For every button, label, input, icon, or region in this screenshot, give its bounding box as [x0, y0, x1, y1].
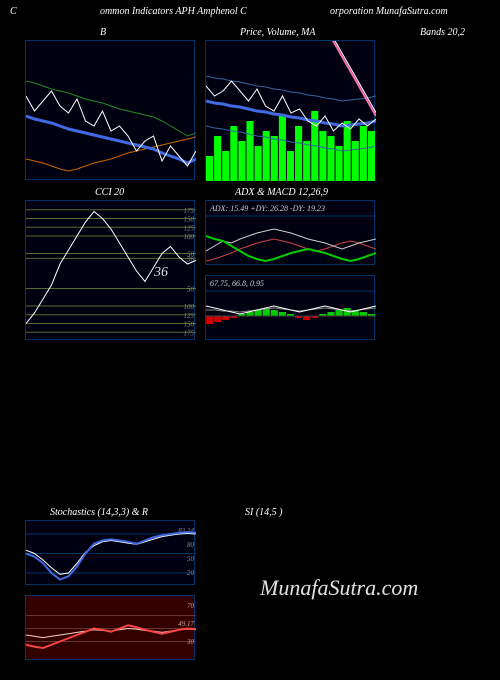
chart-adx: ADX: 15.49 +DY: 26.28 -DY: 19.23 — [205, 200, 375, 265]
svg-text:50: 50 — [187, 286, 195, 294]
svg-text:20: 20 — [187, 569, 195, 577]
title-topleft: B — [100, 27, 106, 38]
svg-text:50: 50 — [187, 555, 195, 563]
svg-text:49.17: 49.17 — [178, 620, 194, 628]
svg-text:150: 150 — [184, 321, 195, 329]
svg-text:67.75, 66.8, 0.95: 67.75, 66.8, 0.95 — [210, 279, 264, 288]
svg-text:125: 125 — [184, 312, 195, 320]
svg-text:175: 175 — [184, 207, 195, 215]
svg-text:150: 150 — [184, 216, 195, 224]
chart-stochastics: 83.24805020 — [25, 520, 195, 585]
title-cci: CCI 20 — [95, 187, 124, 198]
title-adx: ADX & MACD 12,26,9 — [235, 187, 328, 198]
svg-text:30: 30 — [186, 638, 195, 646]
svg-text:100: 100 — [184, 303, 195, 311]
chart-price-volume — [205, 40, 375, 180]
chart-cci: 17515012510050365010012515017536 — [25, 200, 195, 340]
header-left: C — [10, 6, 17, 17]
svg-text:ADX: 15.49 +DY: 26.28 -DY: 19: ADX: 15.49 +DY: 26.28 -DY: 19.23 — [209, 204, 325, 213]
svg-text:70: 70 — [187, 602, 195, 610]
title-bands: Bands 20,2 — [420, 27, 465, 38]
title-stoch: Stochastics (14,3,3) & R — [50, 507, 148, 518]
header-right: orporation MunafaSutra.com — [330, 6, 448, 17]
svg-text:36: 36 — [153, 265, 168, 280]
svg-text:175: 175 — [184, 329, 195, 337]
svg-text:36: 36 — [186, 255, 195, 263]
title-rsi-part: SI (14,5 ) — [245, 507, 283, 518]
chart-macd: 67.75, 66.8, 0.95 — [205, 275, 375, 340]
chart-price-bands — [25, 40, 195, 180]
svg-text:100: 100 — [184, 233, 195, 241]
svg-text:125: 125 — [184, 224, 195, 232]
header-center: ommon Indicators APH Amphenol C — [100, 6, 247, 17]
chart-rsi: 70 49.17 30 — [25, 595, 195, 660]
watermark: MunafaSutra.com — [260, 575, 418, 601]
title-topright: Price, Volume, MA — [240, 27, 316, 38]
svg-text:80: 80 — [187, 541, 195, 549]
